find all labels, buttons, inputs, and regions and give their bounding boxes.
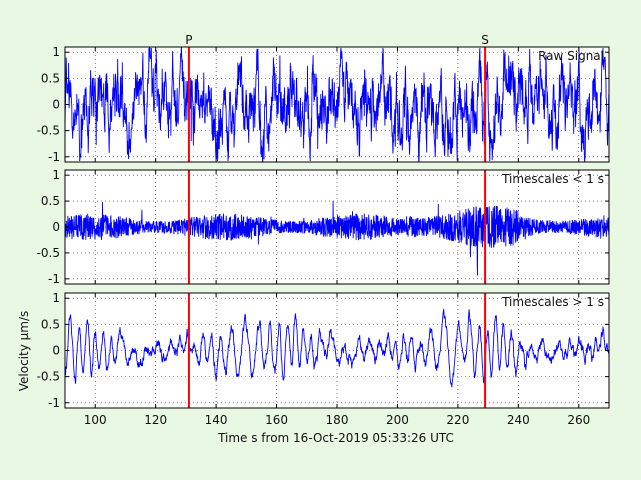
- x-tick-label: 240: [507, 413, 530, 427]
- panel-3: 100 120 140 160 180 200 220 240 260 1 0.5 0 -0.5 -1 Ti…: [37, 291, 610, 427]
- x-tick-label: 140: [205, 413, 228, 427]
- x-tick-label: 220: [446, 413, 469, 427]
- panels-group: P S 1 0.5 0 -0.5 -1 Raw Signal 1 0.5 0 -0.5 -1 Timesc…: [37, 33, 610, 427]
- panel-title: Timescales < 1 s: [501, 172, 604, 186]
- signal-trace: [64, 200, 610, 276]
- x-tick-label: 260: [567, 413, 590, 427]
- x-tick-label: 200: [386, 413, 409, 427]
- y-tick-label: -1: [48, 150, 60, 164]
- y-tick-label: -1: [48, 396, 60, 410]
- y-axis-label: Velocity µm/s: [17, 311, 31, 392]
- panel-title: Raw Signal: [538, 49, 604, 63]
- signal-trace: [64, 47, 610, 162]
- y-tick-label: 0: [52, 98, 60, 112]
- phase-label-P: P: [185, 33, 192, 47]
- y-tick-label: 0.5: [41, 194, 60, 208]
- y-tick-label: 0: [52, 220, 60, 234]
- x-tick-label: 120: [144, 413, 167, 427]
- phase-label-S: S: [481, 33, 489, 47]
- x-tick-label: 180: [326, 413, 349, 427]
- y-tick-label: -0.5: [37, 124, 60, 138]
- y-tick-label: -0.5: [37, 246, 60, 260]
- y-tick-label: 0.5: [41, 317, 60, 331]
- y-tick-label: 1: [52, 291, 60, 305]
- x-tick-label: 160: [265, 413, 288, 427]
- y-tick-label: 1: [52, 45, 60, 59]
- x-tick-label: 100: [84, 413, 107, 427]
- y-tick-label: 1: [52, 168, 60, 182]
- signal-trace: [64, 308, 610, 388]
- y-tick-label: -0.5: [37, 370, 60, 384]
- y-tick-label: -1: [48, 272, 60, 286]
- y-tick-label: 0: [52, 344, 60, 358]
- panel-title: Timescales > 1 s: [501, 295, 604, 309]
- y-tick-label: 0.5: [41, 71, 60, 85]
- x-axis-label: Time s from 16-Oct-2019 05:33:26 UTC: [217, 431, 454, 445]
- panel-2: 1 0.5 0 -0.5 -1 Timescales < 1 s: [37, 168, 610, 286]
- panel-1: P S 1 0.5 0 -0.5 -1 Raw Signal: [37, 33, 610, 164]
